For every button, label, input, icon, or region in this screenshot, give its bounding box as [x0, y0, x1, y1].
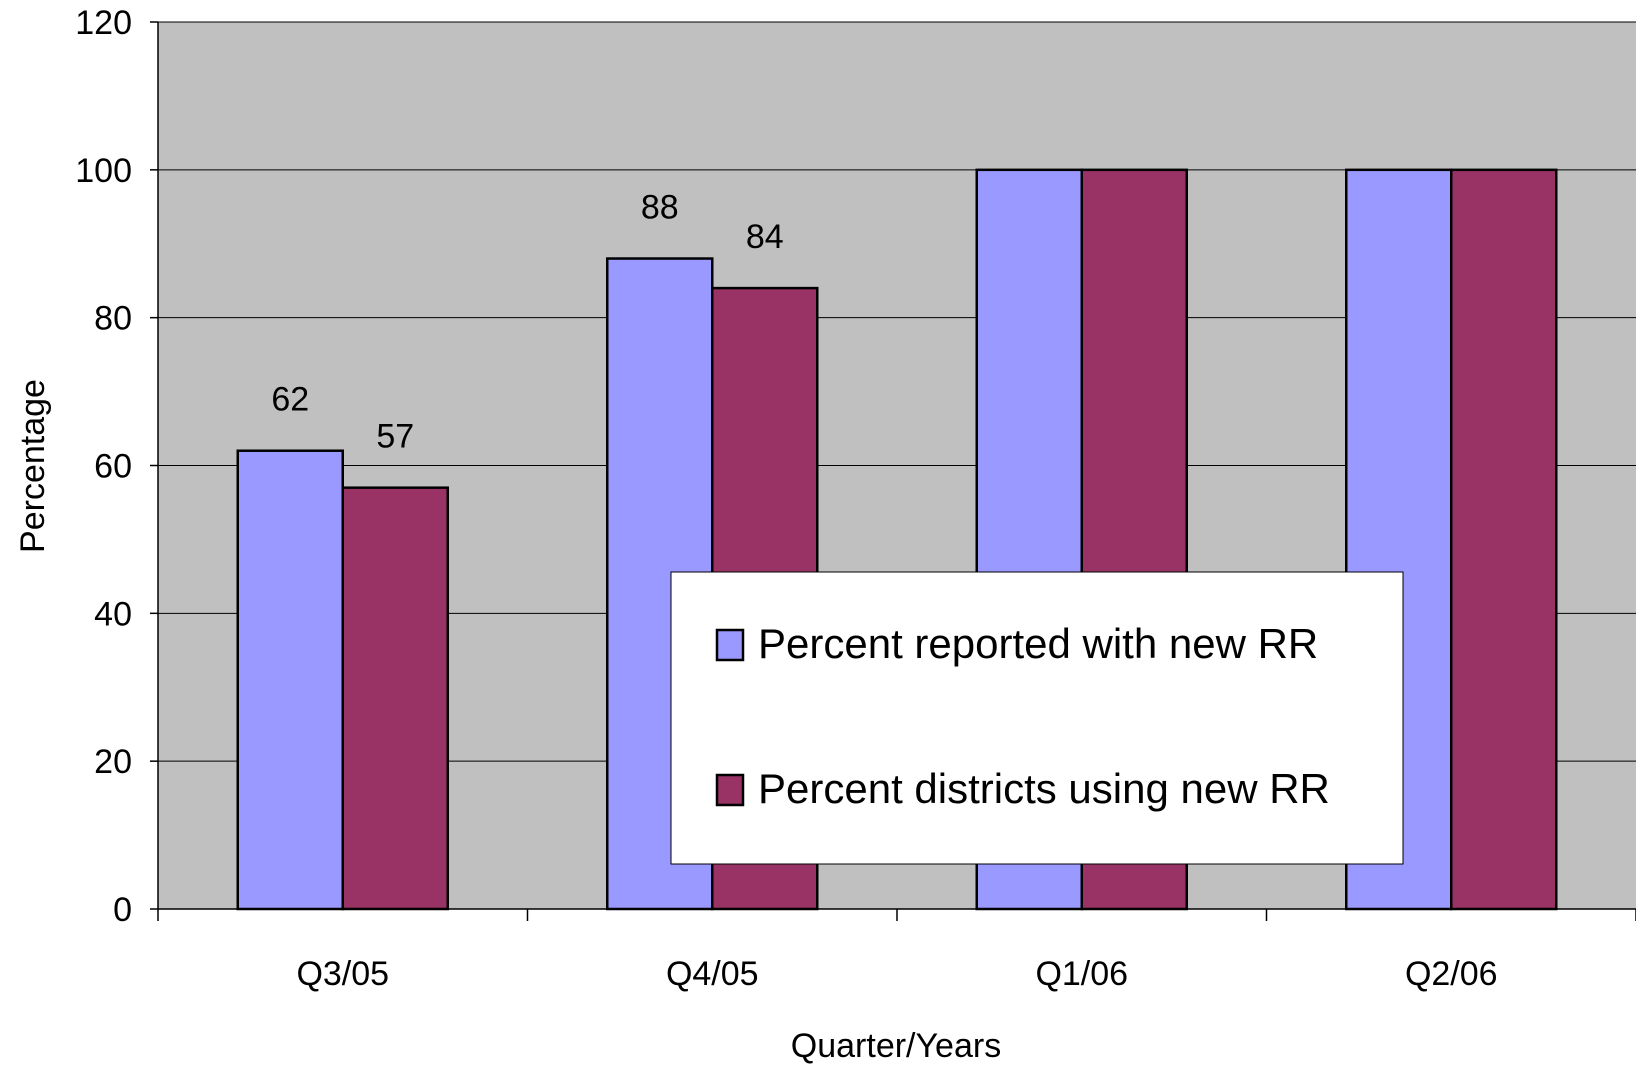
y-tick-label: 100 [75, 152, 132, 190]
data-labels: 62 57 88 84 [271, 189, 783, 456]
x-ticks: Q3/05 Q4/05 Q1/06 Q2/06 [157, 909, 1636, 993]
bar-reported [236, 449, 344, 911]
y-tick-label: 120 [75, 4, 132, 42]
data-label: 62 [271, 381, 309, 419]
y-axis-title: Percentage [14, 379, 52, 553]
data-label: 88 [641, 189, 679, 227]
bar-districts [341, 486, 449, 911]
x-tick-label: Q2/06 [1405, 955, 1498, 993]
legend-swatch-districts [715, 773, 745, 807]
x-tick-label: Q3/05 [296, 955, 389, 993]
data-label: 84 [746, 218, 784, 256]
legend-label-reported: Percent reported with new RR [758, 620, 1318, 667]
y-tick-label: 40 [94, 595, 132, 633]
legend-box [670, 571, 1404, 865]
data-label: 57 [376, 418, 414, 456]
y-tick-label: 0 [113, 891, 132, 929]
legend: Percent reported with new RR Percent dis… [670, 571, 1404, 865]
y-tick-label: 20 [94, 743, 132, 781]
y-tick-label: 60 [94, 448, 132, 486]
y-ticks: 0 20 40 60 80 100 120 [75, 4, 158, 929]
legend-swatch-reported [715, 628, 745, 662]
bar-districts [1450, 168, 1558, 911]
x-axis-title: Quarter/Years [791, 1027, 1001, 1065]
y-tick-label: 80 [94, 300, 132, 338]
x-tick-label: Q4/05 [666, 955, 759, 993]
legend-label-districts: Percent districts using new RR [758, 765, 1330, 812]
x-tick-label: Q1/06 [1035, 955, 1128, 993]
